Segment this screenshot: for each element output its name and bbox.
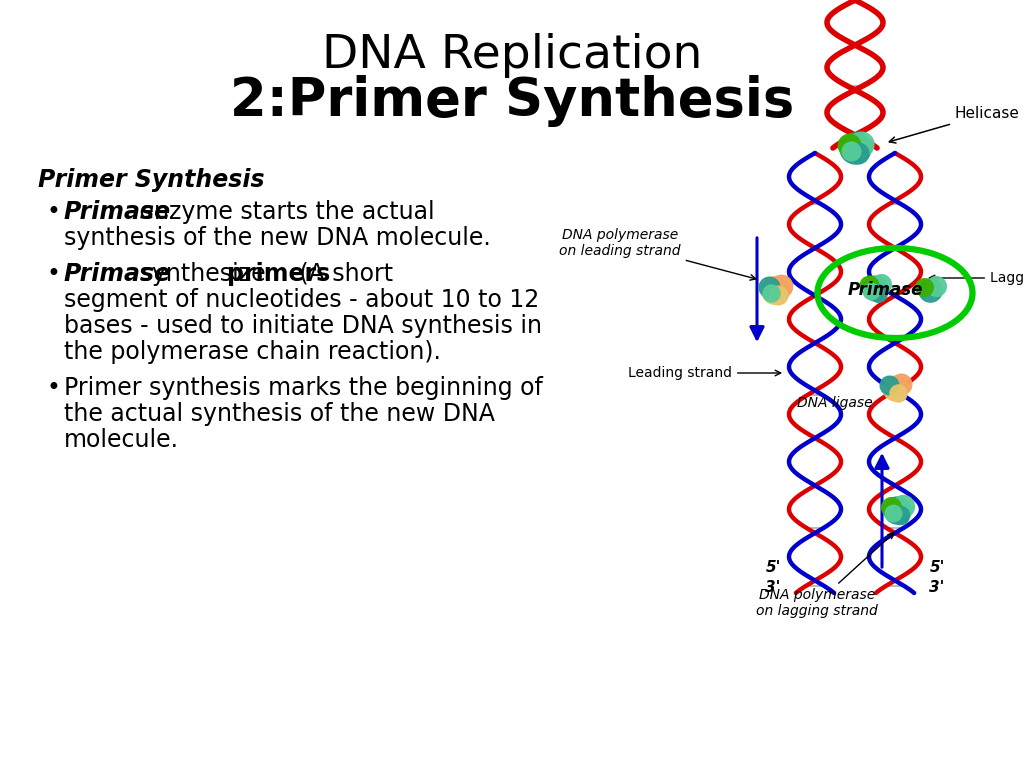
Point — [928, 280, 944, 292]
Text: (A short: (A short — [292, 262, 393, 286]
Text: •: • — [46, 376, 59, 400]
Text: Leading strand: Leading strand — [628, 366, 780, 380]
Text: DNA polymerase
on lagging strand: DNA polymerase on lagging strand — [756, 533, 894, 618]
Text: DNA ligase: DNA ligase — [798, 396, 872, 410]
Text: molecule.: molecule. — [63, 428, 179, 452]
Point — [915, 281, 932, 293]
Text: 2:Primer Synthesis: 2:Primer Synthesis — [229, 75, 795, 127]
Text: segment of nucleotides - about 10 to 12: segment of nucleotides - about 10 to 12 — [63, 288, 540, 312]
Point — [841, 139, 857, 151]
Text: primers: primers — [227, 262, 331, 286]
Point — [881, 379, 897, 391]
Text: Helicase: Helicase — [889, 106, 1020, 143]
Point — [892, 509, 908, 521]
Text: Primer synthesis marks the beginning of: Primer synthesis marks the beginning of — [63, 376, 543, 400]
Point — [889, 504, 905, 516]
Point — [770, 289, 786, 301]
Text: DNA polymerase
on leading strand: DNA polymerase on leading strand — [559, 228, 756, 280]
Point — [763, 287, 779, 300]
Point — [885, 507, 901, 519]
Text: Primer Synthesis: Primer Synthesis — [38, 168, 264, 192]
Point — [883, 501, 899, 513]
Text: Lagging strand template: Lagging strand template — [930, 271, 1024, 285]
Point — [887, 382, 903, 394]
Point — [872, 278, 889, 290]
Text: synthesis of the new DNA molecule.: synthesis of the new DNA molecule. — [63, 226, 490, 250]
Text: Primase: Primase — [63, 262, 171, 286]
Point — [863, 285, 880, 297]
Text: enzyme starts the actual: enzyme starts the actual — [132, 200, 434, 224]
Text: 5': 5' — [765, 561, 780, 575]
Point — [866, 282, 883, 294]
Point — [761, 281, 777, 293]
Point — [893, 378, 909, 390]
Point — [853, 138, 869, 151]
Text: 5': 5' — [930, 561, 944, 575]
Text: the polymerase chain reaction).: the polymerase chain reaction). — [63, 340, 441, 364]
Point — [843, 145, 859, 157]
Point — [922, 284, 938, 296]
Point — [847, 142, 863, 154]
Point — [890, 387, 906, 399]
Text: Primase: Primase — [847, 281, 923, 299]
Point — [850, 147, 866, 159]
Text: the actual synthesis of the new DNA: the actual synthesis of the new DNA — [63, 402, 495, 426]
Point — [773, 280, 790, 292]
Point — [767, 284, 783, 296]
Text: 3': 3' — [930, 581, 944, 595]
Text: DNA Replication: DNA Replication — [322, 33, 702, 78]
Text: bases - used to initiate DNA synthesis in: bases - used to initiate DNA synthesis i… — [63, 314, 542, 338]
Text: Primase: Primase — [63, 200, 171, 224]
Point — [895, 500, 911, 512]
Text: •: • — [46, 200, 59, 224]
Point — [869, 287, 886, 300]
Text: 3': 3' — [765, 581, 780, 595]
Point — [861, 279, 878, 291]
Text: •: • — [46, 262, 59, 286]
Text: synthesize: synthesize — [132, 262, 273, 286]
